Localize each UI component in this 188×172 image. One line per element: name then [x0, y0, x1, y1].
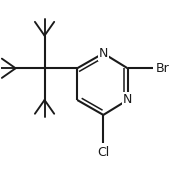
- Text: N: N: [123, 94, 132, 106]
- Text: Br: Br: [156, 62, 169, 75]
- Text: Cl: Cl: [97, 146, 109, 159]
- Text: N: N: [99, 47, 108, 60]
